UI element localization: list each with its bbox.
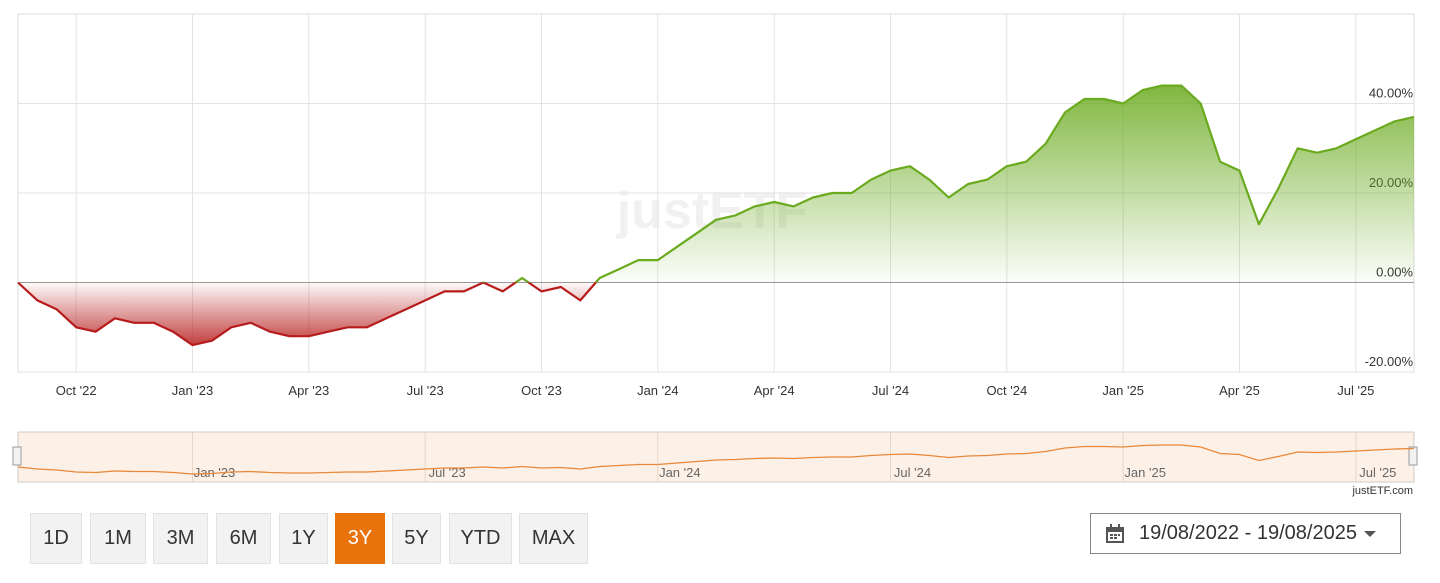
- x-tick-label: Oct '22: [56, 383, 97, 398]
- navigator-label: Jan '24: [659, 465, 701, 480]
- line: [17, 84, 1415, 347]
- navigator-label: Jan '23: [194, 465, 236, 480]
- range-button[interactable]: 3M: [153, 513, 208, 564]
- range-button[interactable]: YTD: [449, 513, 512, 564]
- navigator: [17, 431, 1415, 483]
- navigator-handle[interactable]: [1408, 446, 1418, 466]
- x-tick-label: Jan '25: [1102, 383, 1144, 398]
- navigator-label: Jan '25: [1124, 465, 1166, 480]
- x-tick-label: Oct '23: [521, 383, 562, 398]
- chart: justETF justETF.com Oct '22 Jan '23 Apr '2…: [12, 13, 1418, 497]
- navigator-line: [17, 444, 1415, 475]
- navigator-label: Jul '23: [429, 465, 466, 480]
- x-tick-label: Jul '25: [1337, 383, 1374, 398]
- x-tick-label: Apr '23: [288, 383, 329, 398]
- y-tick-label: 40.00%: [1369, 86, 1414, 101]
- navigator-handle[interactable]: [12, 446, 22, 466]
- y-tick-label: -20.00%: [1365, 354, 1414, 369]
- x-tick-label: Jan '24: [637, 383, 679, 398]
- calendar-icon: [1106, 523, 1124, 543]
- range-button[interactable]: 1M: [90, 513, 146, 564]
- x-tick-label: Oct '24: [986, 383, 1027, 398]
- range-button[interactable]: 1Y: [279, 513, 328, 564]
- range-button[interactable]: MAX: [519, 513, 588, 564]
- area: [18, 85, 1414, 346]
- caret: [1363, 530, 1376, 537]
- x-tick-label: Jul '23: [407, 383, 444, 398]
- source: justETF.com: [1351, 485, 1413, 497]
- range-button[interactable]: 5Y: [392, 513, 441, 564]
- navigator-label: Jul '24: [894, 465, 931, 480]
- range-button[interactable]: 6M: [216, 513, 271, 564]
- date-picker[interactable]: 19/08/2022 - 19/08/2025: [1090, 513, 1401, 554]
- x-tick-label: Jul '24: [872, 383, 909, 398]
- date-range: 19/08/2022 - 19/08/2025: [1139, 522, 1357, 544]
- range-button[interactable]: 1D: [30, 513, 82, 564]
- navigator-label: Jul '25: [1359, 465, 1396, 480]
- x-tick-label: Apr '25: [1219, 383, 1260, 398]
- x-tick-label: Jan '23: [172, 383, 214, 398]
- x-tick-label: Apr '24: [754, 383, 795, 398]
- range-button[interactable]: 3Y: [335, 513, 385, 564]
